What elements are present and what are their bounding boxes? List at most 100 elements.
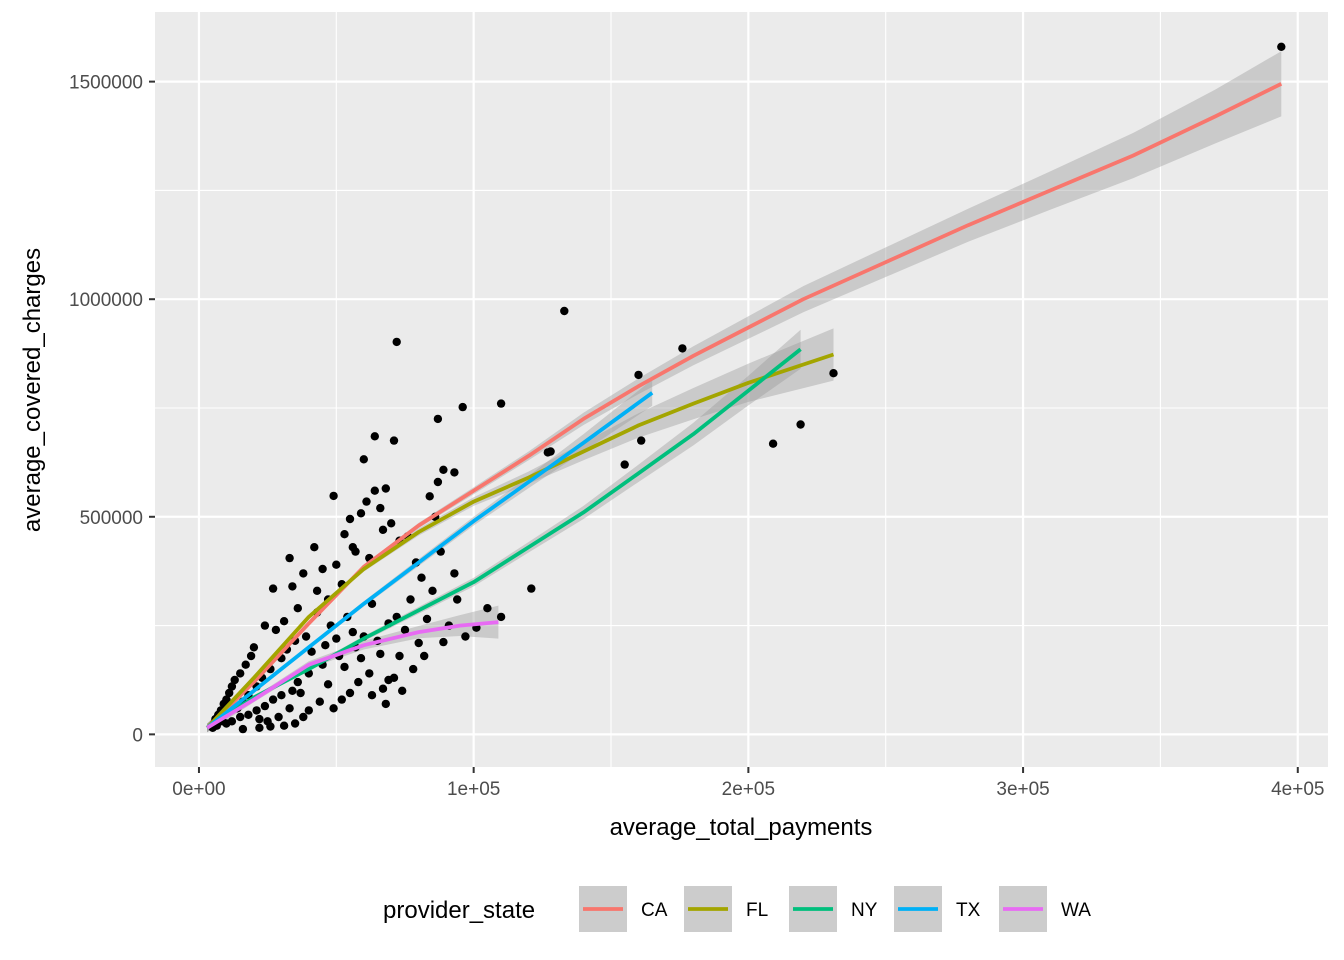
data-point [304,706,313,715]
data-point [453,595,462,604]
data-point [246,651,256,661]
data-point [400,625,410,635]
x-axis-title: average_total_payments [610,814,873,841]
data-point [225,688,234,698]
data-point [340,530,349,539]
data-point [260,701,270,711]
smooth-lines [205,82,1283,730]
data-point [1277,42,1286,51]
axis-ticks [149,80,1299,773]
data-point [406,595,415,604]
data-point [439,465,448,474]
y-tick-labels: 0 500000 1000000 1500000 [69,73,143,747]
data-point [348,543,357,552]
data-point [227,682,237,691]
data-point [236,712,245,722]
data-point [543,448,552,457]
smooth-line-tx [206,391,654,730]
data-point [370,432,379,441]
data-point [414,638,423,648]
data-point [356,509,366,518]
data-point [293,604,302,613]
data-point [296,688,305,698]
data-point [299,569,308,578]
data-point [337,695,346,704]
data-point [290,719,300,728]
confidence-band-ca [207,51,1282,733]
data-point [310,543,319,552]
x-tick-labels: 0e+00 1e+05 2e+05 3e+05 4e+05 [172,779,1324,800]
legend-label-ca: CA [641,900,668,921]
data-point [634,370,643,380]
data-point [288,582,297,591]
y-tick-label: 500000 [80,508,143,529]
data-point [496,399,506,408]
data-point [381,484,390,493]
data-point [307,647,316,656]
data-point [376,503,385,513]
data-point [433,477,443,487]
data-point [496,612,506,622]
data-point [387,519,396,528]
data-point [230,675,239,685]
data-point [255,714,264,724]
legend-keys: CA FL NY TX WA [579,886,1091,932]
data-point [620,460,629,469]
data-point [362,497,371,506]
data-point [439,637,448,647]
data-point [392,337,401,347]
legend: provider_state CA FL NY TX WA [383,886,1091,932]
confidence-band-wa [207,605,499,733]
data-point [329,491,338,501]
data-point [274,712,283,722]
legend-label-tx: TX [956,900,981,921]
data-point [268,584,278,593]
confidence-band-fl [207,328,834,733]
data-point [312,586,322,595]
data-point [433,414,443,424]
data-point [293,677,302,687]
legend-label-fl: FL [746,900,768,921]
x-tick-label: 1e+05 [447,779,500,800]
data-point [252,706,261,715]
data-point [370,486,379,495]
data-point [323,680,333,689]
y-axis-title: average_covered_charges [19,248,46,532]
legend-label-wa: WA [1061,900,1091,921]
data-point [428,586,437,595]
data-point [461,632,470,641]
data-point [425,492,434,501]
data-point [637,436,646,445]
data-point [277,691,286,700]
smooth-line-ny [206,347,802,730]
data-point [458,402,467,412]
data-point [365,669,374,678]
x-tick-label: 2e+05 [722,779,775,800]
plot-panel [155,12,1328,767]
legend-title: provider_state [383,897,535,924]
data-point [395,651,404,661]
data-point [420,651,429,661]
x-tick-label: 0e+00 [172,779,225,800]
data-point [244,710,253,719]
data-point [796,420,805,429]
data-point [367,691,377,700]
smooth-line-wa [206,620,499,730]
data-point [768,439,778,448]
y-tick-label: 0 [132,725,143,746]
data-point [345,514,355,524]
data-point [285,704,294,713]
data-point [422,614,432,624]
data-point [450,569,459,578]
data-point [329,704,338,713]
data-point [321,641,330,650]
data-point [345,688,355,698]
data-point [288,686,297,695]
data-point [266,722,275,731]
data-point [378,525,388,534]
data-point [389,436,399,445]
data-point [249,643,259,652]
data-point [398,686,407,695]
data-point [332,634,341,643]
data-point [348,627,357,637]
